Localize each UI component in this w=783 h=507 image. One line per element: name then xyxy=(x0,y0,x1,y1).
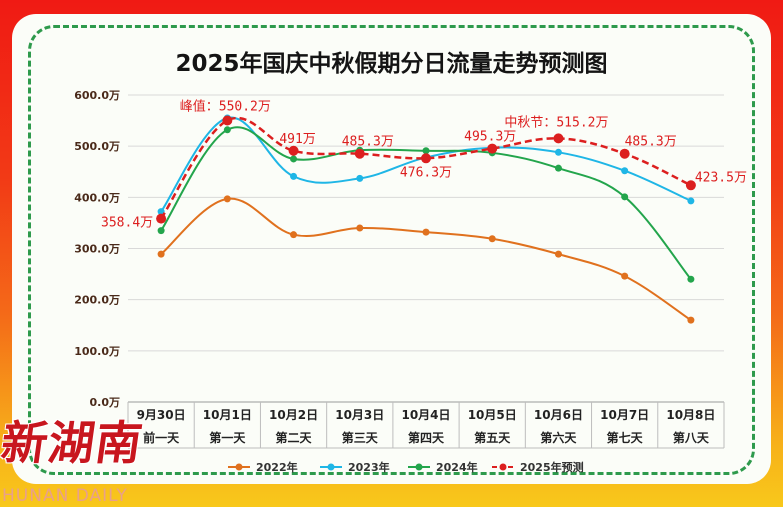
x-tick-day: 第八天 xyxy=(673,430,710,445)
y-tick-label: 300.0万 xyxy=(74,243,120,256)
legend-label: 2024年 xyxy=(436,460,478,474)
data-point-3 xyxy=(288,145,299,156)
data-label: 中秋节：515.2万 xyxy=(504,115,608,130)
data-point-3 xyxy=(156,213,167,224)
y-tick-label: 400.0万 xyxy=(74,191,120,204)
data-label: 495.3万 xyxy=(464,130,516,145)
x-tick-day: 第六天 xyxy=(540,430,577,445)
data-point-0 xyxy=(621,272,629,280)
data-point-3 xyxy=(222,115,233,126)
watermark-logo: 新湖南 xyxy=(0,416,147,470)
x-tick-date: 10月8日 xyxy=(666,408,715,422)
x-tick-date: 10月3日 xyxy=(335,408,384,422)
data-label: 476.3万 xyxy=(400,165,452,180)
data-point-2 xyxy=(621,193,629,201)
data-point-3 xyxy=(487,143,498,154)
x-tick-date: 10月5日 xyxy=(468,408,517,422)
data-point-1 xyxy=(356,174,364,182)
legend-marker-2 xyxy=(415,463,423,471)
data-point-3 xyxy=(685,180,696,191)
x-tick-date: 10月7日 xyxy=(600,408,649,422)
x-tick-date: 10月6日 xyxy=(534,408,583,422)
data-point-3 xyxy=(421,153,431,164)
data-label: 峰值：550.2万 xyxy=(180,98,271,114)
series-line-0 xyxy=(160,197,692,321)
x-tick-date: 9月30日 xyxy=(137,408,186,422)
data-label: 423.5万 xyxy=(695,170,747,185)
data-label: 485.3万 xyxy=(625,135,677,150)
watermark-subtext: HUNAN DAILY xyxy=(2,486,128,506)
data-point-0 xyxy=(290,231,298,239)
data-point-0 xyxy=(488,235,496,243)
y-tick-label: 100.0万 xyxy=(74,345,120,358)
data-point-0 xyxy=(422,228,430,236)
data-point-0 xyxy=(356,224,364,232)
data-point-1 xyxy=(621,167,629,175)
data-point-3 xyxy=(553,133,564,144)
legend-marker-1 xyxy=(327,463,335,471)
dashed-border xyxy=(28,25,755,475)
data-point-2 xyxy=(290,155,298,163)
data-point-0 xyxy=(687,316,695,324)
x-tick-day: 第一天 xyxy=(209,430,246,445)
legend-marker-0 xyxy=(235,463,243,471)
x-tick-day: 前一天 xyxy=(143,430,180,445)
data-point-0 xyxy=(554,250,562,258)
data-point-2 xyxy=(223,126,231,134)
x-tick-date: 10月2日 xyxy=(269,408,318,422)
data-label: 358.4万 xyxy=(101,216,153,231)
data-point-3 xyxy=(619,148,630,159)
x-tick-day: 第五天 xyxy=(474,430,511,445)
legend-label: 2025年预测 xyxy=(520,460,584,474)
y-tick-label: 500.0万 xyxy=(74,140,120,153)
data-label: 491万 xyxy=(279,132,315,147)
data-point-2 xyxy=(687,275,695,283)
y-tick-label: 200.0万 xyxy=(74,294,120,307)
data-point-3 xyxy=(354,148,365,159)
x-tick-day: 第二天 xyxy=(276,430,313,445)
y-tick-label: 600.0万 xyxy=(74,89,120,102)
y-tick-label: 0.0万 xyxy=(90,396,121,409)
data-point-0 xyxy=(157,250,165,258)
data-point-1 xyxy=(687,197,695,205)
legend-label: 2022年 xyxy=(256,460,298,474)
x-tick-day: 第四天 xyxy=(408,430,445,445)
data-point-2 xyxy=(422,147,430,155)
data-label: 485.3万 xyxy=(342,135,394,150)
chart-title: 2025年国庆中秋假期分日流量走势预测图 xyxy=(175,51,608,77)
data-point-1 xyxy=(290,172,298,180)
data-point-0 xyxy=(223,195,231,203)
legend-marker-3 xyxy=(499,463,507,471)
data-point-2 xyxy=(157,227,165,235)
x-tick-day: 第三天 xyxy=(342,430,379,445)
legend-label: 2023年 xyxy=(348,460,390,474)
x-tick-day: 第七天 xyxy=(607,430,644,445)
data-point-1 xyxy=(157,208,165,216)
data-point-1 xyxy=(554,148,562,156)
data-point-2 xyxy=(554,164,562,172)
x-tick-date: 10月1日 xyxy=(203,408,252,422)
x-tick-date: 10月4日 xyxy=(401,408,450,422)
